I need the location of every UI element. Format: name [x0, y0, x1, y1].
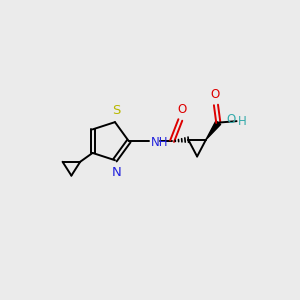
Text: O: O — [211, 88, 220, 101]
Text: O: O — [177, 103, 186, 116]
Text: S: S — [112, 104, 121, 117]
Text: N: N — [112, 166, 121, 178]
Text: H: H — [238, 115, 247, 128]
Text: O: O — [226, 113, 236, 127]
Text: NH: NH — [151, 136, 169, 149]
Polygon shape — [206, 121, 221, 140]
